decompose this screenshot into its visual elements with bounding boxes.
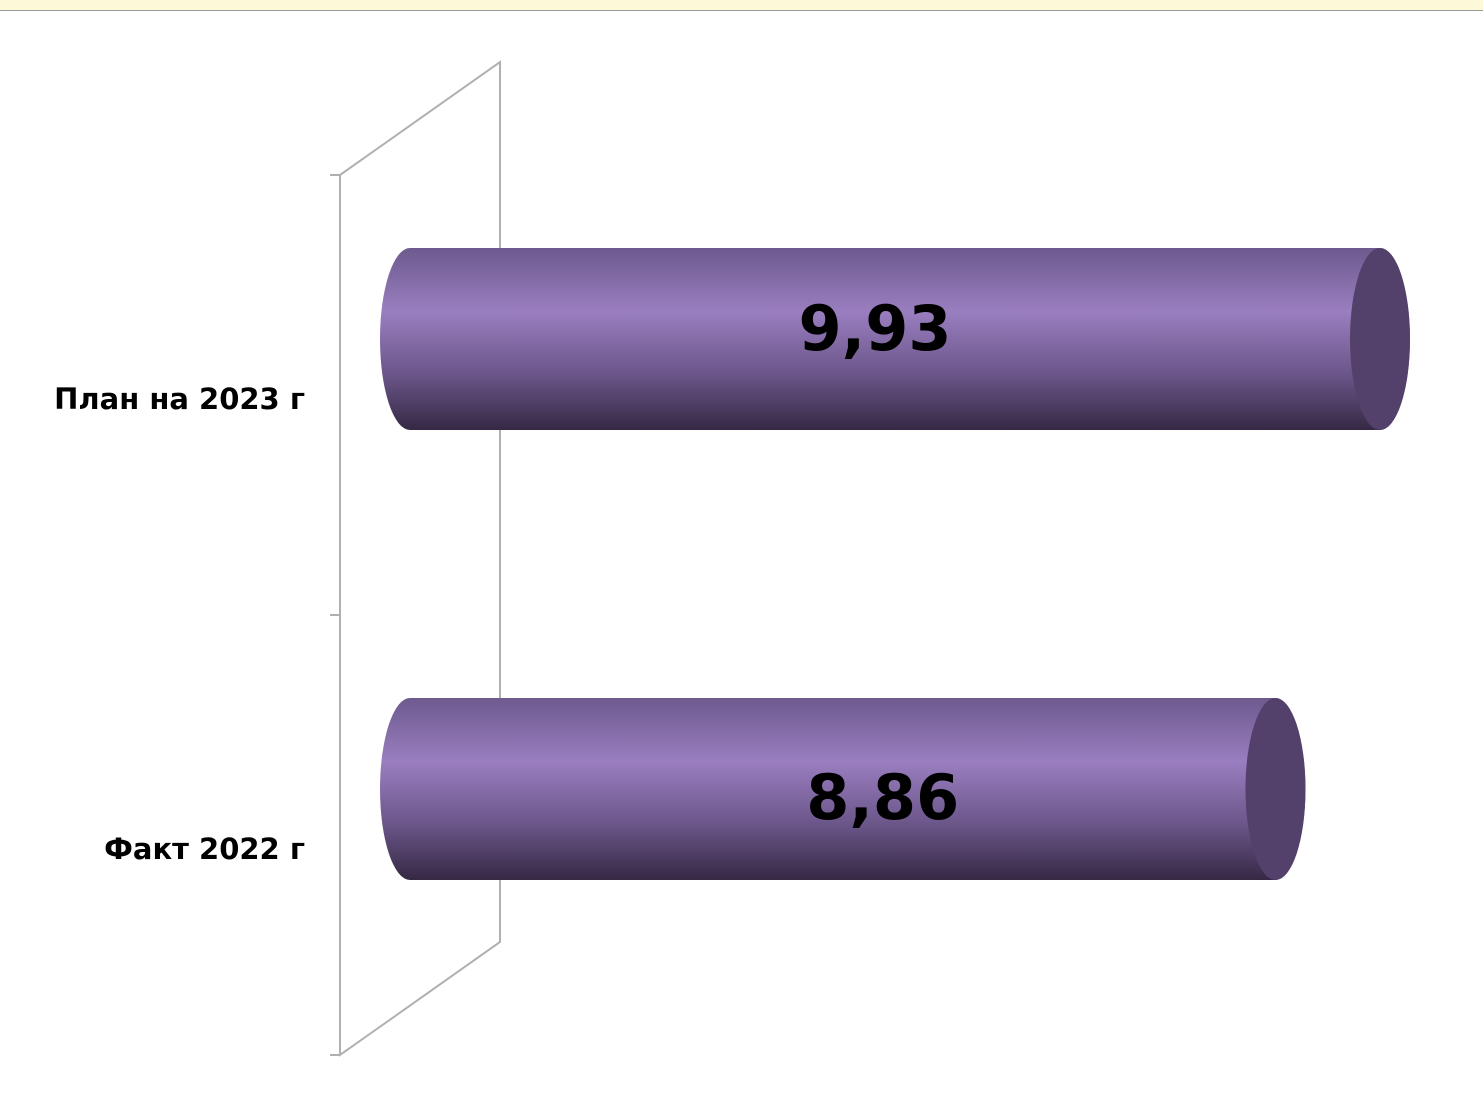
bar — [380, 698, 1306, 880]
back-wall — [330, 60, 501, 1057]
bar-cap — [1350, 248, 1410, 430]
top-band — [0, 0, 1483, 10]
bar-cap — [1245, 698, 1306, 880]
y-tick-label: Факт 2022 г — [104, 832, 305, 866]
bar — [380, 248, 1410, 430]
y-tick-label: План на 2023 г — [54, 382, 305, 416]
value-label: 8,86 — [806, 761, 959, 834]
value-label: 9,93 — [799, 292, 952, 365]
